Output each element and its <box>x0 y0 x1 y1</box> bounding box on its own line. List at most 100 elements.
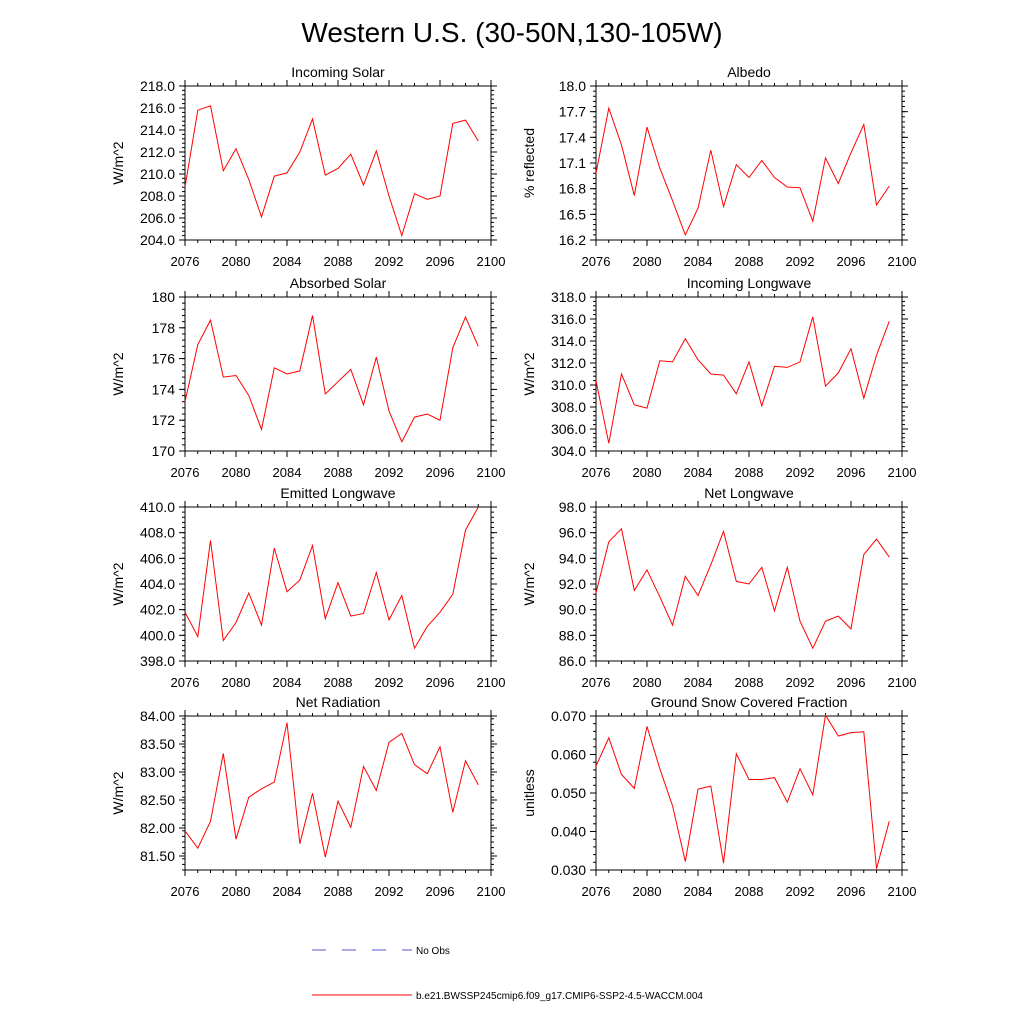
y-tick-label: 82.50 <box>140 792 175 808</box>
y-tick-label: 204.0 <box>140 232 175 248</box>
y-tick-label: 0.070 <box>551 708 586 724</box>
x-tick-label: 2092 <box>786 675 815 690</box>
y-tick-label: 400.0 <box>140 627 175 643</box>
y-tick-label: 81.50 <box>140 848 175 864</box>
y-tick-label: 402.0 <box>140 602 175 618</box>
panel-net-radiation: Net Radiation W/m^2 2076 2080 2084 2088 2092 20… <box>110 694 505 899</box>
panel-net-longwave: Net Longwave W/m^2 2076 2080 2084 2088 2092 209… <box>521 485 916 690</box>
x-tick-label: 2080 <box>633 465 662 480</box>
series-line <box>184 506 479 650</box>
y-tick-label: 180 <box>152 289 176 305</box>
y-tick-label: 218.0 <box>140 78 175 94</box>
y-tick-label: 304.0 <box>551 443 586 459</box>
legend: No Obs b.e21.BWSSP245cmip6.f09_g17.CMIP6… <box>312 946 703 1002</box>
x-tick-label: 2100 <box>477 465 506 480</box>
panels: Incoming Solar W/m^2 2076 2080 2084 2088 2092 2… <box>110 64 916 899</box>
y-tick-label: 16.2 <box>559 232 586 248</box>
x-tick-label: 2076 <box>582 254 611 269</box>
x-tick-label: 2096 <box>426 884 455 899</box>
x-tick-label: 2092 <box>375 254 404 269</box>
x-tick-label: 2100 <box>888 465 917 480</box>
y-tick-label: 174 <box>152 381 176 397</box>
series-line <box>184 315 479 443</box>
y-axis-label: W/m^2 <box>110 352 126 395</box>
x-tick-label: 2100 <box>477 884 506 899</box>
y-tick-label: 408.0 <box>140 525 175 541</box>
x-tick-label: 2088 <box>324 254 353 269</box>
legend-obs-label: No Obs <box>416 946 450 957</box>
y-tick-label: 17.1 <box>559 155 586 171</box>
x-tick-label: 2092 <box>786 254 815 269</box>
panel-title: Net Radiation <box>296 694 381 710</box>
y-tick-label: 98.0 <box>559 499 586 515</box>
x-tick-label: 2084 <box>684 465 713 480</box>
y-axis-label: W/m^2 <box>110 562 126 605</box>
plot-frame <box>595 85 903 241</box>
panel-title: Ground Snow Covered Fraction <box>651 694 848 710</box>
series-line <box>184 722 479 858</box>
x-tick-label: 2088 <box>735 465 764 480</box>
y-tick-label: 18.0 <box>559 78 586 94</box>
x-tick-label: 2096 <box>426 254 455 269</box>
x-tick-label: 2080 <box>222 884 251 899</box>
panel-emitted-longwave: Emitted Longwave W/m^2 2076 2080 2084 2088 209… <box>110 485 505 690</box>
x-tick-label: 2084 <box>684 675 713 690</box>
x-tick-label: 2088 <box>324 884 353 899</box>
panel-absorbed-solar: Absorbed Solar W/m^2 2076 2080 2084 2088 2092 2… <box>110 275 505 480</box>
y-tick-label: 178 <box>152 320 176 336</box>
y-tick-label: 0.040 <box>551 824 586 840</box>
plot-frame <box>184 85 492 241</box>
x-tick-label: 2096 <box>837 254 866 269</box>
panel-incoming-longwave: Incoming Longwave W/m^2 2076 2080 2084 2088 20… <box>521 275 916 480</box>
y-tick-label: 16.5 <box>559 206 586 222</box>
legend-series-label: b.e21.BWSSP245cmip6.f09_g17.CMIP6-SSP2-4… <box>416 991 703 1002</box>
y-tick-label: 17.7 <box>559 104 586 120</box>
x-tick-label: 2084 <box>273 254 302 269</box>
y-tick-label: 88.0 <box>559 627 586 643</box>
x-tick-label: 2088 <box>735 254 764 269</box>
panel-title: Net Longwave <box>704 485 794 501</box>
x-tick-label: 2096 <box>426 465 455 480</box>
x-tick-label: 2076 <box>582 884 611 899</box>
panel-title: Absorbed Solar <box>290 275 387 291</box>
y-tick-label: 308.0 <box>551 399 586 415</box>
x-tick-label: 2084 <box>273 465 302 480</box>
x-tick-label: 2100 <box>477 675 506 690</box>
panel-title: Incoming Solar <box>291 64 385 80</box>
x-tick-label: 2080 <box>222 254 251 269</box>
panel-title: Emitted Longwave <box>280 485 395 501</box>
y-tick-label: 17.4 <box>559 129 586 145</box>
y-tick-label: 208.0 <box>140 188 175 204</box>
y-tick-label: 0.050 <box>551 785 586 801</box>
y-tick-label: 306.0 <box>551 421 586 437</box>
x-tick-label: 2096 <box>837 465 866 480</box>
y-axis-label: W/m^2 <box>521 352 537 395</box>
x-tick-label: 2088 <box>735 675 764 690</box>
y-axis-label: W/m^2 <box>521 562 537 605</box>
plot-frame <box>595 296 903 452</box>
x-tick-label: 2076 <box>171 675 200 690</box>
y-tick-label: 92.0 <box>559 576 586 592</box>
panel-ground-snow-covered-fraction: Ground Snow Covered Fraction unitless 2076… <box>521 694 916 899</box>
x-tick-label: 2092 <box>375 675 404 690</box>
y-tick-label: 96.0 <box>559 525 586 541</box>
y-tick-label: 83.00 <box>140 764 175 780</box>
y-tick-label: 398.0 <box>140 653 175 669</box>
y-axis-label: unitless <box>521 769 537 816</box>
y-tick-label: 216.0 <box>140 100 175 116</box>
x-tick-label: 2096 <box>837 675 866 690</box>
panel-title: Incoming Longwave <box>687 275 812 291</box>
series-line <box>595 106 890 237</box>
plot-frame <box>184 296 492 452</box>
panel-incoming-solar: Incoming Solar W/m^2 2076 2080 2084 2088 2092 2… <box>110 64 505 269</box>
plot-frame <box>595 715 903 871</box>
y-tick-label: 404.0 <box>140 576 175 592</box>
x-tick-label: 2100 <box>888 254 917 269</box>
figure-title: Western U.S. (30-50N,130-105W) <box>301 17 722 48</box>
x-tick-label: 2080 <box>222 675 251 690</box>
x-tick-label: 2096 <box>837 884 866 899</box>
series-line <box>595 316 890 444</box>
x-tick-label: 2084 <box>273 675 302 690</box>
x-tick-label: 2076 <box>582 675 611 690</box>
